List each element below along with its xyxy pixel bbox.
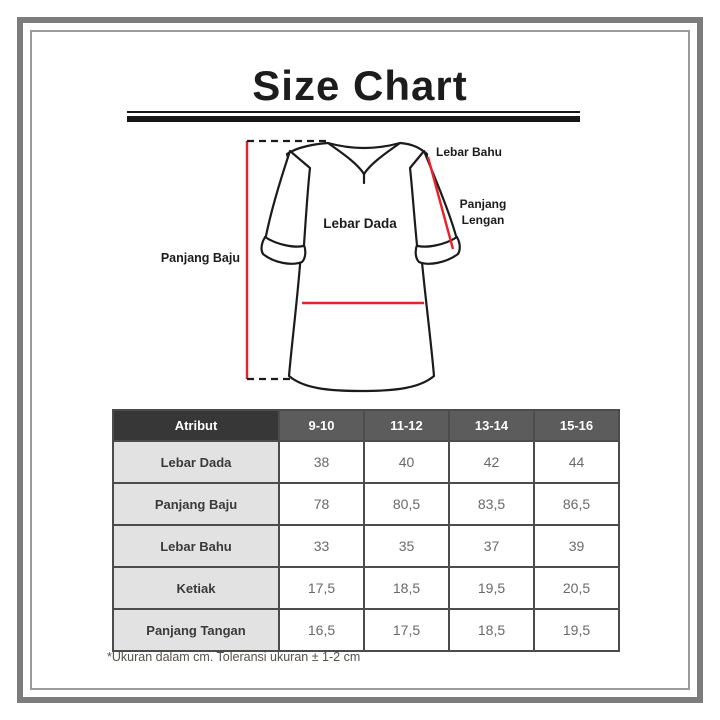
title-rule-thin: [127, 111, 580, 113]
outer-frame-border: [17, 17, 703, 703]
shirt-left-sleeve: [260, 149, 312, 265]
measure-lines: [245, 141, 455, 379]
shirt-details: [263, 141, 459, 248]
value-cell: 39: [533, 524, 620, 568]
table-row: Panjang Tangan 16,5 17,5 18,5 19,5: [112, 608, 620, 652]
label-panjang-lengan-line1: Panjang: [459, 197, 507, 211]
inner-frame-border: [30, 30, 690, 690]
row-label-cell: Panjang Tangan: [112, 608, 280, 652]
header-row: Atribut 9-10 11-12 13-14 15-16: [112, 409, 620, 442]
row-label-cell: Lebar Bahu: [112, 524, 280, 568]
value-cell: 44: [533, 440, 620, 484]
right-cuff-fold: [416, 235, 459, 248]
header-cell-size: 11-12: [363, 409, 450, 442]
header-cell-size: 9-10: [278, 409, 365, 442]
table-row: Ketiak 17,5 18,5 19,5 20,5: [112, 566, 620, 610]
footnote: *Ukuran dalam cm. Toleransi ukuran ± 1-2…: [107, 650, 361, 664]
value-cell: 42: [448, 440, 535, 484]
value-cell: 20,5: [533, 566, 620, 610]
value-cell: 38: [278, 440, 365, 484]
size-table: Atribut 9-10 11-12 13-14 15-16 Lebar Dada 38 4…: [112, 409, 620, 652]
value-cell: 83,5: [448, 482, 535, 526]
row-label-cell: Panjang Baju: [112, 482, 280, 526]
table-row: Lebar Bahu 33 35 37 39: [112, 524, 620, 568]
header-cell-size: 13-14: [448, 409, 535, 442]
neckline-right: [362, 141, 402, 176]
size-table-body: Lebar Dada 38 40 42 44 Panjang Baju 78 80,5 83,5…: [112, 440, 620, 652]
value-cell: 80,5: [363, 482, 450, 526]
neckline-left: [326, 141, 366, 176]
table-row: Lebar Dada 38 40 42 44: [112, 440, 620, 484]
value-cell: 17,5: [363, 608, 450, 652]
left-cuff-fold: [263, 235, 305, 248]
label-panjang-lengan: Panjang Lengan: [443, 196, 523, 228]
value-cell: 35: [363, 524, 450, 568]
label-lebar-bahu: Lebar Bahu: [436, 145, 503, 159]
title-rule-thick: [127, 116, 580, 122]
value-cell: 33: [278, 524, 365, 568]
label-panjang-baju: Panjang Baju: [160, 251, 240, 265]
value-cell: 18,5: [363, 566, 450, 610]
value-cell: 19,5: [533, 608, 620, 652]
value-cell: 40: [363, 440, 450, 484]
value-cell: 78: [278, 482, 365, 526]
header-cell-atribut: Atribut: [112, 409, 280, 442]
dashed-extension-lines: [247, 139, 330, 381]
shirt-body: [285, 141, 436, 393]
shirt-right-sleeve: [408, 149, 461, 265]
header-cell-size: 15-16: [533, 409, 620, 442]
value-cell: 19,5: [448, 566, 535, 610]
page-title: Size Chart: [252, 62, 468, 109]
label-panjang-lengan-line2: Lengan: [461, 213, 505, 227]
row-label-cell: Lebar Dada: [112, 440, 280, 484]
value-cell: 86,5: [533, 482, 620, 526]
row-label-cell: Ketiak: [112, 566, 280, 610]
value-cell: 18,5: [448, 608, 535, 652]
value-cell: 17,5: [278, 566, 365, 610]
value-cell: 16,5: [278, 608, 365, 652]
value-cell: 37: [448, 524, 535, 568]
table-row: Panjang Baju 78 80,5 83,5 86,5: [112, 482, 620, 526]
panjang-lengan-line: [426, 156, 455, 250]
label-lebar-dada: Lebar Dada: [323, 216, 397, 231]
size-table-head: Atribut 9-10 11-12 13-14 15-16: [112, 409, 620, 442]
shirt-outline: [260, 141, 461, 393]
